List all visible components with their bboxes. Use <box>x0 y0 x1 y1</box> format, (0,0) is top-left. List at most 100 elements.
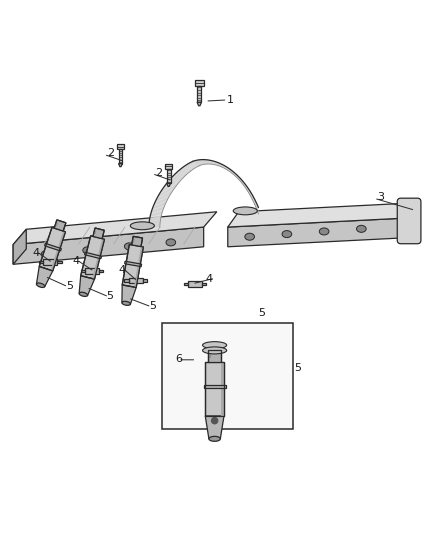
Polygon shape <box>238 176 241 183</box>
Polygon shape <box>204 159 210 164</box>
Polygon shape <box>198 160 205 165</box>
Polygon shape <box>99 270 103 272</box>
Polygon shape <box>195 160 203 165</box>
Polygon shape <box>189 163 197 168</box>
Polygon shape <box>186 165 194 169</box>
Text: 1: 1 <box>227 95 234 104</box>
Polygon shape <box>161 190 172 193</box>
Ellipse shape <box>166 239 176 246</box>
Polygon shape <box>167 181 177 185</box>
Polygon shape <box>122 285 136 304</box>
Polygon shape <box>240 179 244 185</box>
Polygon shape <box>197 160 204 165</box>
Polygon shape <box>248 189 251 196</box>
Polygon shape <box>149 224 160 226</box>
Polygon shape <box>152 209 163 212</box>
Polygon shape <box>204 384 226 388</box>
Text: 5: 5 <box>258 309 265 318</box>
Polygon shape <box>208 350 221 362</box>
Polygon shape <box>243 181 246 188</box>
Polygon shape <box>240 177 243 184</box>
Polygon shape <box>122 301 131 305</box>
Polygon shape <box>168 180 178 184</box>
Polygon shape <box>184 166 192 171</box>
Text: 2: 2 <box>107 149 114 158</box>
Polygon shape <box>125 261 141 266</box>
Ellipse shape <box>131 222 154 230</box>
Polygon shape <box>164 186 174 190</box>
Polygon shape <box>170 178 180 182</box>
Polygon shape <box>170 179 179 183</box>
Polygon shape <box>154 203 165 206</box>
Polygon shape <box>43 259 57 265</box>
Polygon shape <box>180 168 189 173</box>
Polygon shape <box>190 163 198 167</box>
Polygon shape <box>55 222 58 226</box>
Polygon shape <box>216 162 222 167</box>
Polygon shape <box>250 190 251 198</box>
Polygon shape <box>134 247 143 287</box>
Polygon shape <box>208 354 211 358</box>
Bar <box>162 324 293 429</box>
Polygon shape <box>199 160 206 164</box>
Polygon shape <box>132 239 134 243</box>
Polygon shape <box>201 159 208 164</box>
Polygon shape <box>228 203 412 227</box>
Polygon shape <box>215 161 221 166</box>
Polygon shape <box>158 195 169 198</box>
Polygon shape <box>177 171 187 175</box>
Polygon shape <box>233 172 237 178</box>
Polygon shape <box>50 231 65 271</box>
Polygon shape <box>160 192 170 196</box>
Text: 4: 4 <box>32 248 39 258</box>
Polygon shape <box>156 198 167 202</box>
Polygon shape <box>184 283 188 285</box>
Polygon shape <box>232 171 236 177</box>
Polygon shape <box>167 183 170 187</box>
Polygon shape <box>13 212 217 245</box>
Polygon shape <box>159 193 170 197</box>
Polygon shape <box>179 169 188 174</box>
Polygon shape <box>132 236 142 247</box>
Text: 4: 4 <box>206 274 213 284</box>
Polygon shape <box>224 165 228 171</box>
Polygon shape <box>166 182 177 187</box>
Polygon shape <box>207 160 213 164</box>
Polygon shape <box>39 261 43 263</box>
Polygon shape <box>212 160 217 165</box>
Polygon shape <box>208 160 214 165</box>
Ellipse shape <box>202 347 227 354</box>
Polygon shape <box>163 187 173 191</box>
Polygon shape <box>94 230 96 235</box>
Polygon shape <box>187 164 195 169</box>
Polygon shape <box>213 161 219 166</box>
Polygon shape <box>251 192 252 200</box>
Polygon shape <box>79 292 88 296</box>
Polygon shape <box>230 169 234 175</box>
Polygon shape <box>149 220 160 222</box>
Polygon shape <box>151 212 162 214</box>
Polygon shape <box>175 173 184 177</box>
Polygon shape <box>220 164 225 168</box>
Polygon shape <box>187 164 196 168</box>
Polygon shape <box>184 165 193 170</box>
Polygon shape <box>117 144 124 149</box>
Ellipse shape <box>319 228 329 235</box>
Polygon shape <box>124 279 129 281</box>
Polygon shape <box>254 197 255 206</box>
Polygon shape <box>226 167 230 172</box>
Polygon shape <box>155 201 166 204</box>
Polygon shape <box>257 203 258 212</box>
Text: 4: 4 <box>72 256 79 266</box>
Polygon shape <box>205 362 224 416</box>
Ellipse shape <box>282 231 292 238</box>
Polygon shape <box>236 174 239 180</box>
Polygon shape <box>13 227 204 264</box>
Polygon shape <box>244 183 247 190</box>
Polygon shape <box>214 161 219 166</box>
Polygon shape <box>158 196 168 199</box>
Polygon shape <box>166 183 176 188</box>
Polygon shape <box>160 191 171 195</box>
Polygon shape <box>36 266 53 287</box>
Ellipse shape <box>245 233 254 240</box>
